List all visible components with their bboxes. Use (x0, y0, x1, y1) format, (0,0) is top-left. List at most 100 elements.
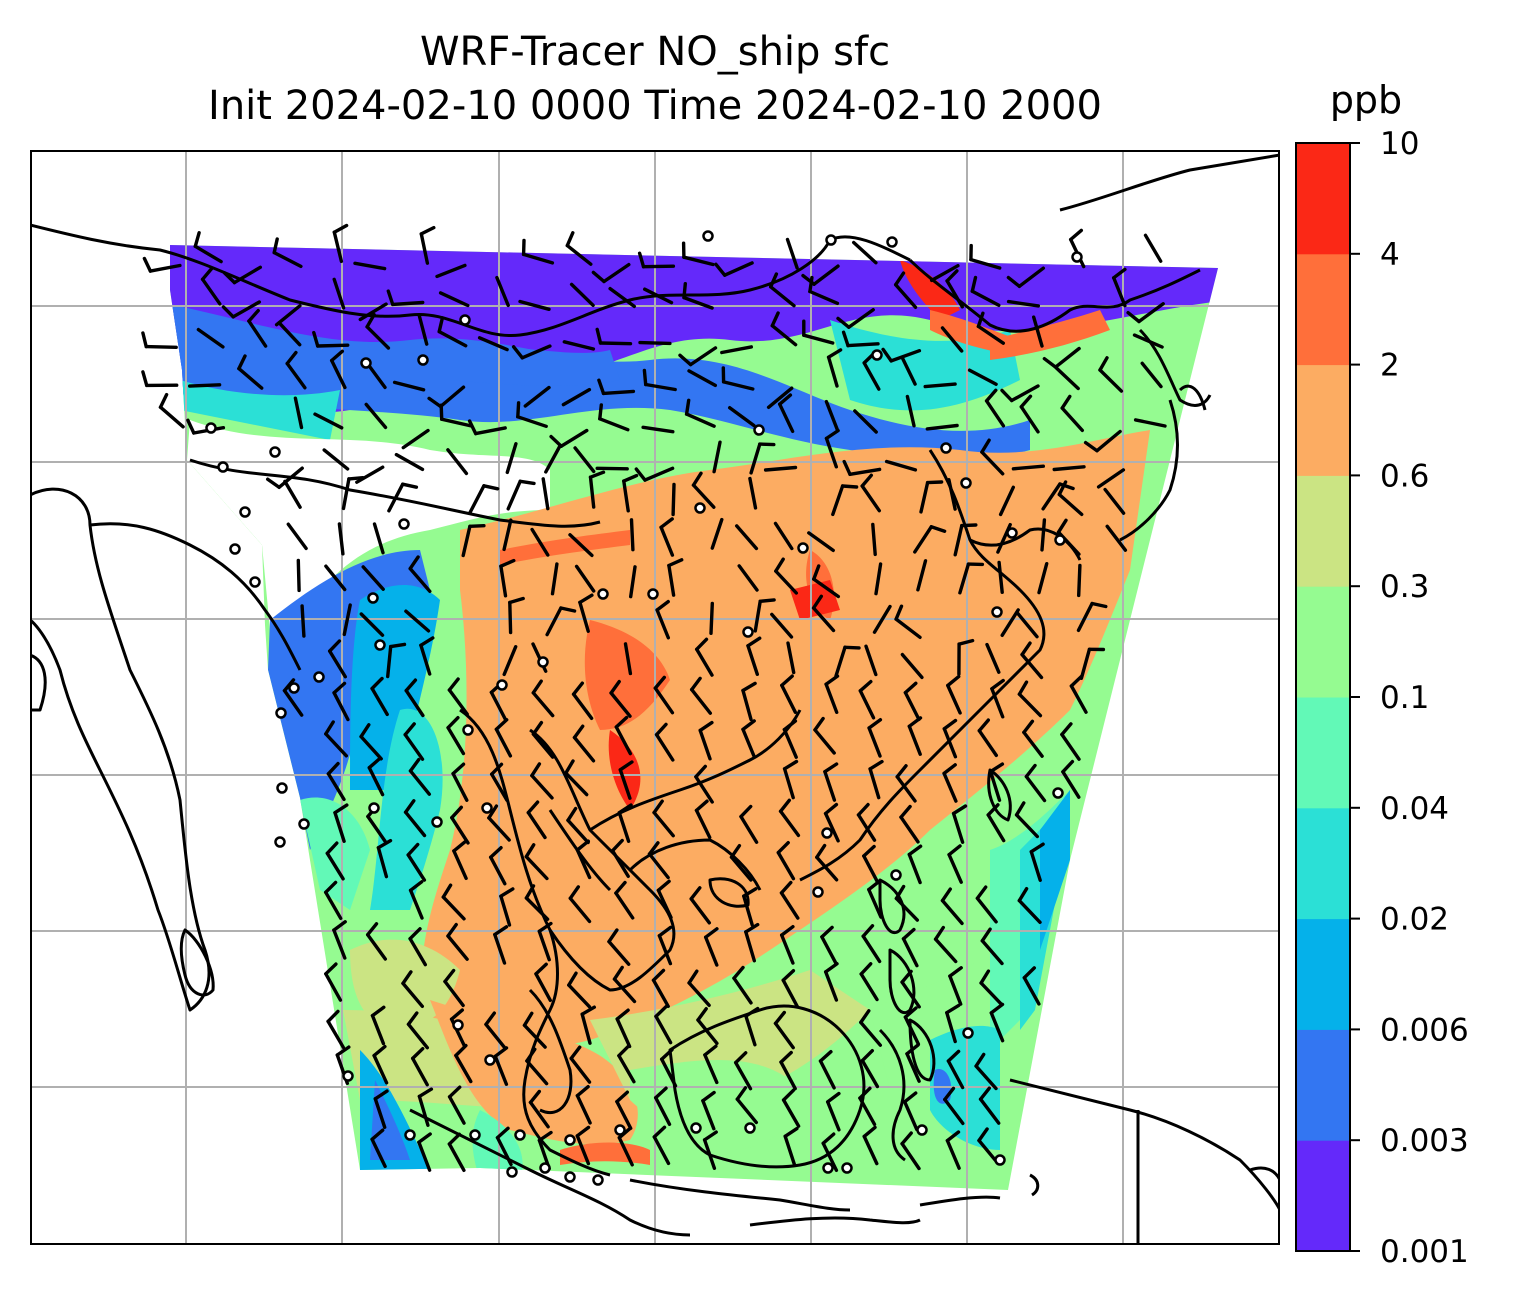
wind-barb (1011, 464, 1045, 471)
wind-barb (988, 762, 1005, 802)
wind-barb (702, 1130, 718, 1170)
wind-barb (986, 803, 1006, 843)
wind-barb (629, 518, 635, 552)
wind-barb (930, 263, 960, 283)
wind-barb (687, 369, 717, 388)
wind-barb (355, 465, 385, 484)
wind-barb (947, 478, 957, 511)
wind-barb (187, 383, 222, 388)
colorbar-swatch (1296, 1029, 1350, 1141)
wind-barb (406, 1011, 429, 1050)
colorbar: 0.001 0.003 0.006 0.02 0.04 0.1 0.3 0.6 2 4 10 (1295, 130, 1469, 1270)
calm-marker (398, 518, 410, 530)
calm-marker (298, 818, 310, 830)
colorbar-swatch (1296, 697, 1350, 809)
calm-marker (459, 314, 471, 326)
wind-barb (990, 678, 1005, 719)
wind-barb (545, 606, 577, 637)
wind-barb (493, 925, 509, 965)
wind-barb (703, 1044, 719, 1085)
calm-marker (564, 1134, 576, 1146)
wind-barb (946, 674, 962, 715)
wind-barb (900, 1131, 921, 1171)
colorbar-swatch (1296, 1140, 1350, 1252)
wind-barb (785, 237, 799, 270)
calm-marker (871, 349, 883, 361)
wind-barb (569, 282, 595, 308)
wind-barb (495, 1126, 513, 1167)
wind-barb (411, 1047, 429, 1087)
wind-barb (332, 681, 350, 722)
wind-barb (1143, 233, 1163, 263)
wind-barb (776, 841, 796, 881)
wind-barb (1140, 361, 1163, 389)
calm-marker (205, 422, 217, 434)
colorbar-swatch (1296, 586, 1350, 698)
wind-barb (571, 681, 594, 720)
wind-barb (277, 321, 302, 347)
wind-barb (660, 1048, 678, 1088)
wind-barb (815, 843, 839, 882)
wind-barb (325, 841, 345, 881)
wind-barb (836, 307, 875, 329)
wind-barb (818, 1050, 836, 1090)
wind-barb (1132, 333, 1164, 349)
calm-marker (812, 886, 824, 898)
wind-barb (967, 368, 998, 386)
wind-barb (701, 1090, 716, 1131)
wind-barb (394, 452, 425, 472)
wind-barb (296, 558, 301, 593)
wind-barb (695, 637, 714, 677)
calm-marker (342, 1070, 354, 1082)
wind-barb (709, 601, 714, 635)
wind-barb (984, 388, 1006, 428)
wind-barb (274, 304, 302, 327)
wind-barb (493, 1046, 509, 1086)
wind-barb (746, 636, 762, 676)
colorbar-tick-label: 0.001 (1380, 1234, 1469, 1270)
wind-barb (1022, 966, 1041, 1006)
wind-barb (438, 291, 470, 308)
wind-barb (566, 806, 590, 845)
wind-barb (948, 966, 963, 1006)
wind-barb (678, 346, 718, 367)
wind-barb (568, 885, 592, 924)
wind-barb (1096, 468, 1126, 489)
calm-marker (539, 1162, 551, 1174)
wind-barb (612, 965, 637, 1004)
wind-barb (1029, 842, 1045, 882)
wind-barb (607, 928, 631, 966)
wind-barb (567, 971, 592, 1009)
wind-barb (820, 925, 838, 966)
wind-barb (370, 1128, 387, 1169)
wind-barb (591, 262, 631, 284)
wind-barb (642, 368, 677, 392)
wind-barb (372, 522, 385, 555)
wind-barb (945, 269, 964, 309)
wind-barb (610, 838, 630, 878)
colorbar-swatch (1296, 143, 1350, 255)
calm-marker (404, 1129, 416, 1141)
calm-marker (417, 354, 429, 366)
wind-barb (572, 724, 596, 763)
wind-barb (867, 879, 883, 919)
wind-barb (1041, 482, 1075, 511)
wind-barb (365, 312, 391, 350)
wind-barb (561, 387, 592, 407)
wind-barb (831, 484, 859, 517)
colorbar-tick-label: 0.02 (1380, 902, 1449, 938)
wind-barb (1054, 366, 1080, 391)
wind-barb (419, 636, 435, 676)
wind-barb (826, 348, 843, 388)
wind-barb (617, 1044, 636, 1084)
wind-barb (608, 286, 636, 309)
wind-barb (332, 277, 346, 310)
wind-barb (528, 1089, 550, 1129)
calm-marker (374, 639, 386, 651)
wind-barb (404, 609, 431, 633)
colorbar-unit: ppb (1329, 78, 1403, 122)
wind-barb (652, 1125, 671, 1166)
wind-barb (769, 272, 796, 308)
wind-barb (654, 722, 675, 762)
map-panel[interactable] (30, 150, 1280, 1245)
